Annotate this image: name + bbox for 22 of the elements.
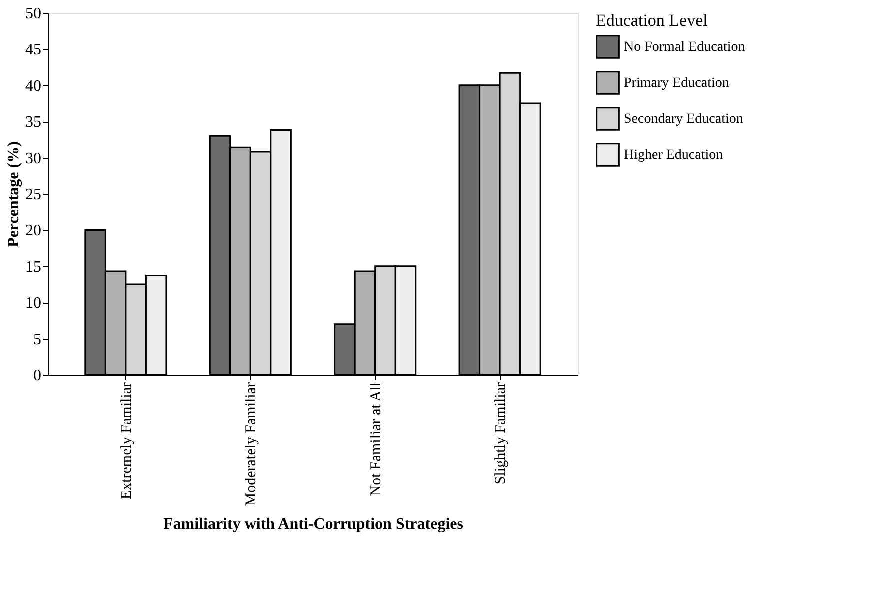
- legend-title: Education Level: [596, 11, 708, 30]
- y-tick-label: 20: [26, 222, 42, 240]
- y-tick-label: 0: [34, 368, 42, 384]
- legend-label: Secondary Education: [624, 112, 744, 127]
- legend-label: No Formal Education: [624, 40, 746, 55]
- x-axis-title: Familiarity with Anti-Corruption Strategies: [164, 516, 464, 534]
- y-tick-label: 40: [26, 78, 42, 95]
- y-tick-label: 15: [26, 258, 42, 276]
- legend-label: Higher Education: [624, 148, 724, 163]
- x-tick-label: Extremely Familiar: [118, 382, 135, 500]
- y-tick-label: 10: [26, 295, 42, 312]
- x-tick-label: Not Familiar at All: [368, 382, 384, 496]
- legend-label: Primary Education: [624, 76, 730, 91]
- x-tick-label: Moderately Familiar: [244, 382, 260, 506]
- y-tick-label: 50: [26, 6, 42, 22]
- y-tick-label: 25: [26, 186, 42, 204]
- y-tick-label: 5: [34, 331, 42, 348]
- y-tick-label: 30: [26, 150, 42, 168]
- y-tick-label: 35: [26, 114, 42, 132]
- y-tick-label: 45: [26, 42, 42, 59]
- y-axis-title: Percentage (%): [6, 142, 22, 248]
- x-tick-label: Slightly Familiar: [493, 382, 510, 485]
